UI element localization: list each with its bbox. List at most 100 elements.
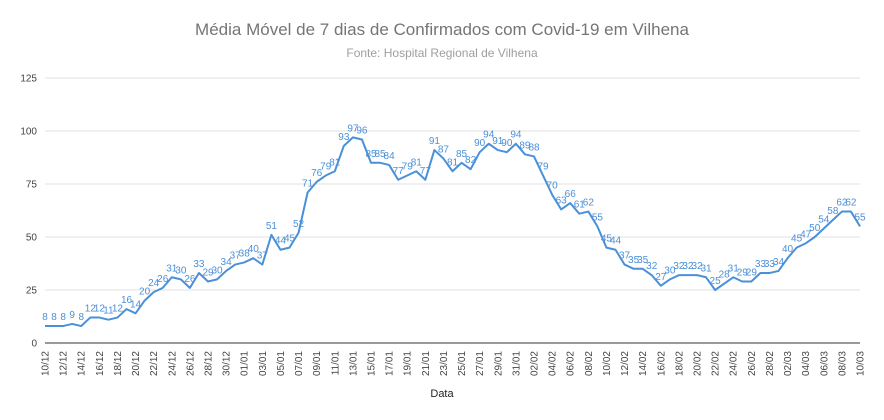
data-label: 45 [284, 234, 296, 245]
data-label: 85 [374, 149, 386, 160]
data-label: 24 [148, 278, 160, 289]
x-tick-label: 11/01 [330, 351, 341, 376]
data-label: 85 [456, 149, 468, 160]
data-label: 28 [719, 270, 731, 281]
data-label: 91 [492, 136, 504, 147]
x-tick-label: 14/02 [638, 351, 649, 376]
data-label: 81 [447, 157, 459, 168]
data-label: 32 [682, 261, 694, 272]
x-tick-label: 17/01 [385, 351, 396, 376]
data-label: 76 [311, 168, 323, 179]
data-label: 90 [501, 138, 513, 149]
x-tick-label: 25/01 [457, 351, 468, 376]
data-label: 35 [628, 255, 640, 266]
data-label: 34 [773, 257, 785, 268]
x-tick-label: 01/01 [240, 351, 251, 376]
data-label: 26 [157, 274, 169, 285]
data-label: 85 [365, 149, 377, 160]
data-label: 82 [465, 155, 477, 166]
data-label: 87 [438, 145, 450, 156]
x-tick-label: 28/02 [765, 351, 776, 376]
x-tick-label: 26/02 [747, 351, 758, 376]
x-tick-label: 22/12 [149, 351, 160, 376]
data-label: 62 [583, 198, 595, 209]
data-label: 84 [384, 151, 396, 162]
data-label: 37 [619, 251, 631, 262]
data-label: 12 [112, 304, 124, 315]
data-label: 44 [610, 236, 622, 247]
data-label: 20 [139, 287, 151, 298]
data-label: 40 [248, 244, 260, 255]
data-label: 29 [202, 268, 214, 279]
chart-subtitle: Fonte: Hospital Regional de Vilhena [346, 46, 538, 60]
x-tick-label: 04/02 [548, 351, 559, 376]
data-label: 30 [664, 265, 676, 276]
x-tick-label: 09/01 [312, 351, 323, 376]
data-label: 31 [728, 263, 740, 274]
x-tick-label: 04/03 [801, 351, 812, 376]
data-label: 26 [184, 274, 196, 285]
data-label: 32 [673, 261, 685, 272]
x-tick-label: 12/02 [620, 351, 631, 376]
data-label: 62 [836, 198, 848, 209]
x-tick-label: 14/12 [77, 351, 88, 376]
data-label: 71 [302, 178, 314, 189]
data-label: 96 [356, 125, 368, 136]
data-label: 29 [746, 268, 758, 279]
chart-title: Média Móvel de 7 dias de Confirmados com… [195, 20, 689, 39]
data-label: 29 [737, 268, 749, 279]
data-label: 30 [211, 265, 223, 276]
x-tick-label: 18/02 [674, 351, 685, 376]
data-label: 91 [429, 136, 441, 147]
x-tick-label: 20/02 [693, 351, 704, 376]
x-tick-label: 13/01 [348, 351, 359, 376]
data-label: 61 [574, 200, 586, 211]
x-tick-label: 12/12 [59, 351, 70, 376]
data-label: 51 [266, 221, 278, 232]
y-tick-label: 100 [20, 127, 37, 138]
x-tick-label: 03/01 [258, 351, 269, 376]
data-label: 31 [700, 263, 712, 274]
x-tick-label: 28/12 [204, 351, 215, 376]
x-tick-label: 18/12 [113, 351, 124, 376]
data-label: 44 [275, 236, 287, 247]
x-tick-label: 08/03 [837, 351, 848, 376]
data-label: 90 [474, 138, 486, 149]
data-label: 47 [800, 229, 812, 240]
x-tick-label: 19/01 [403, 351, 414, 376]
data-label: 14 [130, 299, 142, 310]
x-tick-label: 16/12 [95, 351, 106, 376]
x-tick-label: 06/03 [819, 351, 830, 376]
data-label: 45 [601, 234, 613, 245]
data-label: 66 [565, 189, 577, 200]
x-tick-label: 31/01 [511, 351, 522, 376]
data-label: 33 [755, 259, 767, 270]
y-tick-label: 125 [20, 74, 37, 85]
x-tick-label: 26/12 [185, 351, 196, 376]
x-tick-label: 29/01 [493, 351, 504, 376]
data-label: 32 [691, 261, 703, 272]
x-tick-label: 15/01 [367, 351, 378, 376]
data-label: 40 [782, 244, 794, 255]
data-label: 63 [556, 195, 568, 206]
x-tick-label: 02/02 [530, 351, 541, 376]
data-label: 37 [257, 251, 269, 262]
data-label: 62 [845, 198, 857, 209]
data-label: 8 [78, 312, 84, 323]
data-label: 97 [347, 123, 359, 134]
x-tick-label: 21/01 [421, 351, 432, 376]
y-tick-label: 25 [26, 286, 38, 297]
data-label: 88 [528, 142, 540, 153]
data-label: 81 [411, 157, 423, 168]
data-label: 54 [818, 215, 830, 226]
data-label: 55 [854, 212, 866, 223]
x-tick-label: 23/01 [439, 351, 450, 376]
data-label: 93 [338, 132, 350, 143]
x-tick-label: 16/02 [656, 351, 667, 376]
y-tick-label: 75 [26, 180, 38, 191]
data-label: 9 [69, 310, 75, 321]
data-label: 32 [646, 261, 658, 272]
data-label: 27 [655, 272, 667, 283]
